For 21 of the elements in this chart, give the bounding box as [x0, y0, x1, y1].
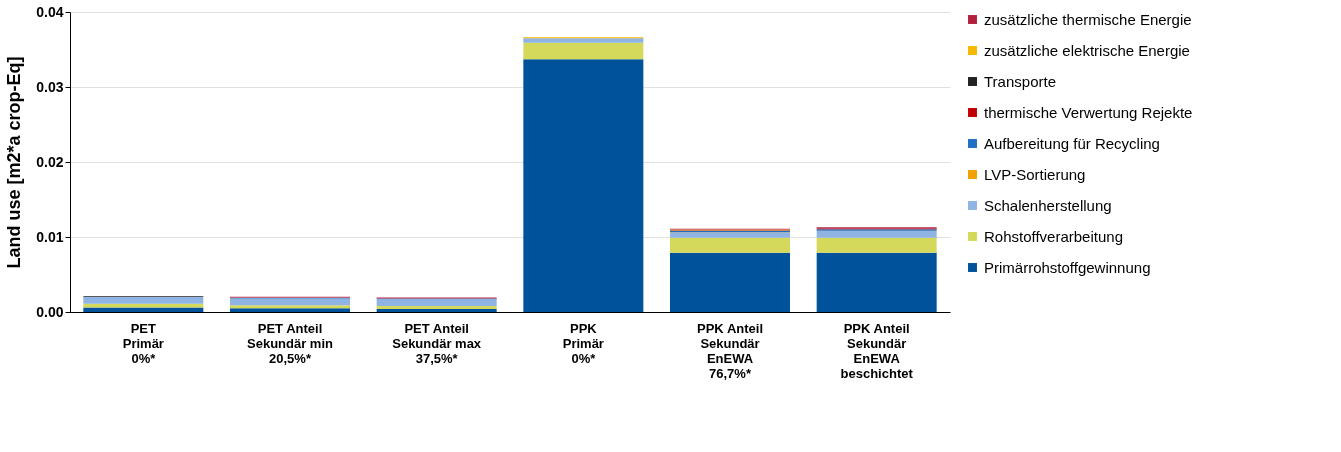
legend-label: Rohstoffverarbeitung — [984, 227, 1123, 245]
legend-label: LVP-Sortierung — [984, 165, 1086, 183]
legend-label: Transporte — [984, 72, 1056, 90]
y-tick-label: 0.02 — [36, 153, 64, 170]
x-tick-label: PPK Primär 0%* — [562, 320, 604, 366]
x-tick-label: PET Primär 0%* — [122, 320, 164, 366]
legend-label: Primärrohstoffgewinnung — [984, 258, 1151, 276]
y-tick-label: 0.04 — [36, 3, 64, 20]
y-axis-title: Land use [m2*a crop-Eq] — [4, 56, 25, 269]
legend-label: zusätzliche elektrische Energie — [984, 41, 1190, 59]
legend-label: Aufbereitung für Recycling — [984, 134, 1160, 152]
y-tick-label: 0.01 — [36, 228, 64, 245]
x-tick-label: PPK Anteil Sekundär EnEWA beschichtet — [840, 320, 914, 381]
x-tick-label: PET Anteil Sekundär max 37,5%* — [392, 320, 482, 366]
y-tick-label: 0.00 — [36, 303, 64, 320]
legend-label: thermische Verwertung Rejekte — [984, 103, 1193, 121]
legend-label: zusätzliche thermische Energie — [984, 10, 1192, 28]
x-tick-label: PET Anteil Sekundär min 20,5%* — [247, 320, 334, 366]
y-tick-label: 0.03 — [36, 78, 64, 95]
legend-label: Schalenherstellung — [984, 196, 1112, 214]
x-tick-label: PPK Anteil Sekundär EnEWA 76,7%* — [697, 320, 763, 381]
